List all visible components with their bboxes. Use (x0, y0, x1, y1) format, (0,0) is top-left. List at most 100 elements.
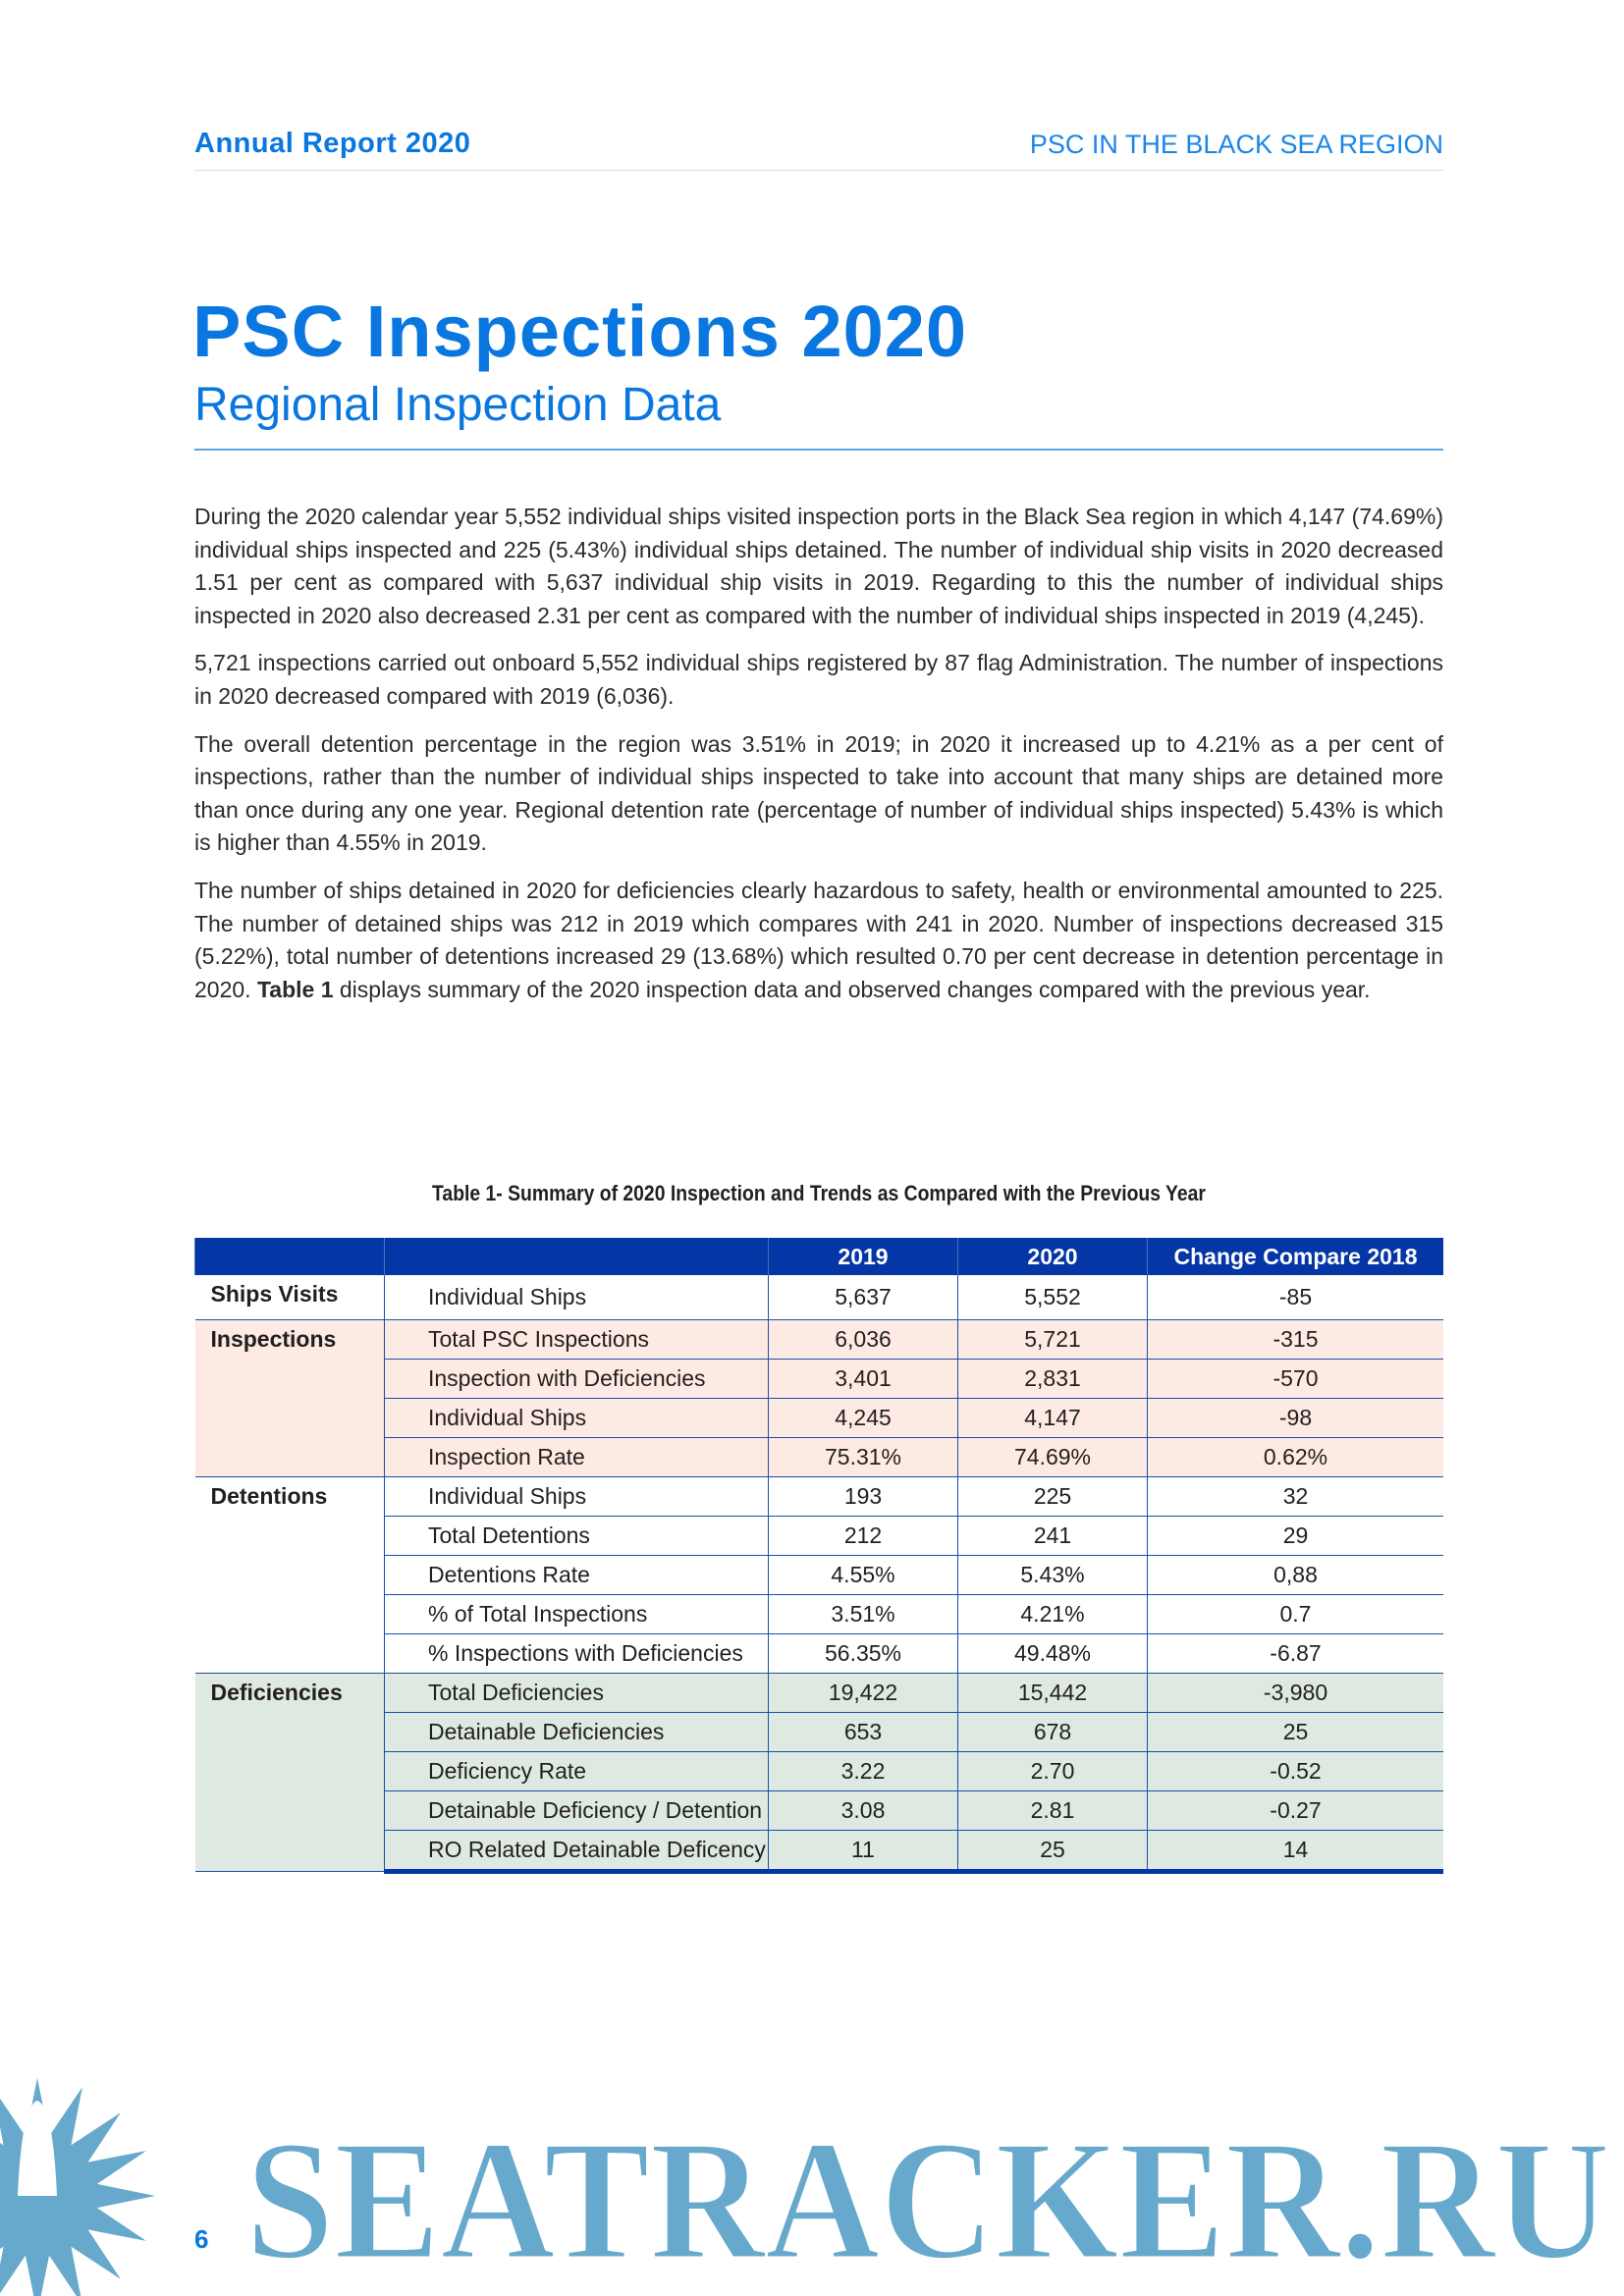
value-2019: 3.51% (768, 1594, 958, 1634)
category-cell: Detentions (194, 1476, 385, 1674)
value-2020: 4.21% (957, 1594, 1148, 1634)
value-2020: 74.69% (957, 1437, 1148, 1477)
table-row: Deficiencies Total Deficiencies 19,422 15,4… (194, 1673, 1443, 1872)
value-change: -0.52 (1147, 1751, 1443, 1791)
paragraph-text: The overall detention percentage in the … (194, 730, 1443, 856)
sun-logo-icon (0, 2078, 155, 2296)
value-2019: 212 (768, 1516, 958, 1556)
value-2019: 3.22 (768, 1751, 958, 1791)
value-2020: 2,831 (957, 1359, 1148, 1399)
value-2019: 6,036 (768, 1319, 958, 1360)
row-label: % of Total Inspections (384, 1594, 769, 1634)
table-header-row: 2019 2020 Change Compare 2018 (194, 1238, 1443, 1275)
row-label: Individual Ships (384, 1398, 769, 1438)
value-2019: 653 (768, 1712, 958, 1752)
value-2019: 56.35% (768, 1633, 958, 1674)
row-label: Inspection with Deficiencies (384, 1359, 769, 1399)
header-2019: 2019 (768, 1238, 958, 1275)
value-2020: 5,721 (957, 1319, 1148, 1360)
row-label: Total Detentions (384, 1516, 769, 1556)
table-row: % of Total Inspections 3.51% 4.21% 0.7 (195, 1594, 1443, 1634)
table-caption: Table 1- Summary of 2020 Inspection and … (432, 1181, 1206, 1205)
value-2020: 49.48% (957, 1633, 1148, 1674)
seatracker-watermark: SEATRACKER.RU (0, 2078, 1612, 2296)
value-2019: 193 (768, 1476, 958, 1517)
table-row: Inspections Total PSC Inspections 6,036 5,7… (194, 1319, 1443, 1477)
page-title: PSC Inspections 2020 (192, 291, 968, 372)
value-2020: 15,442 (957, 1673, 1148, 1713)
value-change: -6.87 (1147, 1633, 1443, 1674)
value-change: -0.27 (1147, 1790, 1443, 1831)
value-2019: 4.55% (768, 1555, 958, 1595)
table-row: Deficiency Rate 3.22 2.70 -0.52 (195, 1751, 1443, 1791)
value-change: 0,88 (1147, 1555, 1443, 1595)
row-label: Detentions Rate (384, 1555, 769, 1595)
value-change: 32 (1147, 1476, 1443, 1517)
value-2020: 225 (957, 1476, 1148, 1517)
row-label: Total Deficiencies (384, 1673, 769, 1713)
page-subtitle: Regional Inspection Data (194, 379, 722, 431)
paragraph-1: During the 2020 calendar year 5,552 indi… (194, 501, 1443, 632)
value-2019: 75.31% (768, 1437, 958, 1477)
table-row: Detainable Deficiency / Detention 3.08 2.8… (195, 1790, 1443, 1831)
value-2020: 2.70 (957, 1751, 1148, 1791)
category-cell: Inspections (194, 1319, 385, 1477)
value-2019: 3.08 (768, 1790, 958, 1831)
value-change: -3,980 (1147, 1673, 1443, 1713)
value-change: 0.62% (1147, 1437, 1443, 1477)
table-row: Detentions Individual Ships 193 225 32 (194, 1476, 1443, 1674)
row-label: RO Related Detainable Deficency (384, 1830, 769, 1874)
value-change: 25 (1147, 1712, 1443, 1752)
report-title-header: Annual Report 2020 (194, 128, 471, 159)
header-cell (194, 1238, 385, 1275)
row-label: % Inspections with Deficiencies (384, 1633, 769, 1674)
value-2020: 678 (957, 1712, 1148, 1752)
value-change: -315 (1147, 1319, 1443, 1360)
value-2019: 19,422 (768, 1673, 958, 1713)
row-label: Detainable Deficiency / Detention (384, 1790, 769, 1831)
paragraph-4: The number of ships detained in 2020 for… (194, 875, 1443, 1006)
paragraph-text: During the 2020 calendar year 5,552 indi… (194, 504, 1443, 628)
value-change: -570 (1147, 1359, 1443, 1399)
title-divider (194, 449, 1443, 451)
table-row: Ships Visits Individual Ships 5,637 5,552 -8… (194, 1275, 1443, 1320)
page-number: 6 (194, 2224, 209, 2254)
paragraph-text: The number of ships detained in 2020 for… (194, 877, 1443, 1002)
paragraph-2: 5,721 inspections carried out onboard 5,… (194, 647, 1443, 713)
value-2020: 4,147 (957, 1398, 1148, 1438)
row-label: Detainable Deficiencies (384, 1712, 769, 1752)
table-row: Inspection with Deficiencies 3,401 2,831 -5… (195, 1359, 1443, 1399)
value-change: 29 (1147, 1516, 1443, 1556)
row-label: Total PSC Inspections (384, 1319, 769, 1360)
category-cell: Deficiencies (194, 1673, 385, 1872)
value-change: 14 (1147, 1830, 1443, 1874)
value-2020: 5,552 (957, 1275, 1148, 1320)
value-2019: 3,401 (768, 1359, 958, 1399)
value-2020: 241 (957, 1516, 1148, 1556)
table-reference: Table 1 (256, 976, 334, 1002)
value-change: -85 (1147, 1275, 1443, 1320)
table-row: Individual Ships 4,245 4,147 -98 (195, 1398, 1443, 1438)
body-text: During the 2020 calendar year 5,552 indi… (194, 501, 1443, 1021)
value-2020: 25 (957, 1830, 1148, 1874)
section-header: PSC IN THE BLACK SEA REGION (1029, 130, 1443, 159)
watermark-text: SEATRACKER.RU (245, 2105, 1610, 2295)
value-2020: 5.43% (957, 1555, 1148, 1595)
row-label: Inspection Rate (384, 1437, 769, 1477)
value-2020: 2.81 (957, 1790, 1148, 1831)
row-label: Individual Ships (384, 1476, 769, 1517)
value-2019: 4,245 (768, 1398, 958, 1438)
table-row: RO Related Detainable Deficency 11 25 14 (195, 1830, 1443, 1874)
value-2019: 11 (768, 1830, 958, 1874)
header-change: Change Compare 2018 (1147, 1238, 1443, 1275)
table-row: Detentions Rate 4.55% 5.43% 0,88 (195, 1555, 1443, 1595)
value-change: -98 (1147, 1398, 1443, 1438)
value-change: 0.7 (1147, 1594, 1443, 1634)
category-cell: Ships Visits (194, 1275, 385, 1320)
table-row: Inspection Rate 75.31% 74.69% 0.62% (195, 1437, 1443, 1477)
table-row: Total Detentions 212 241 29 (195, 1516, 1443, 1556)
header-divider (194, 170, 1443, 171)
header-2020: 2020 (957, 1238, 1148, 1275)
table-row: Detainable Deficiencies 653 678 25 (195, 1712, 1443, 1752)
table-row: % Inspections with Deficiencies 56.35% 49.… (195, 1633, 1443, 1674)
